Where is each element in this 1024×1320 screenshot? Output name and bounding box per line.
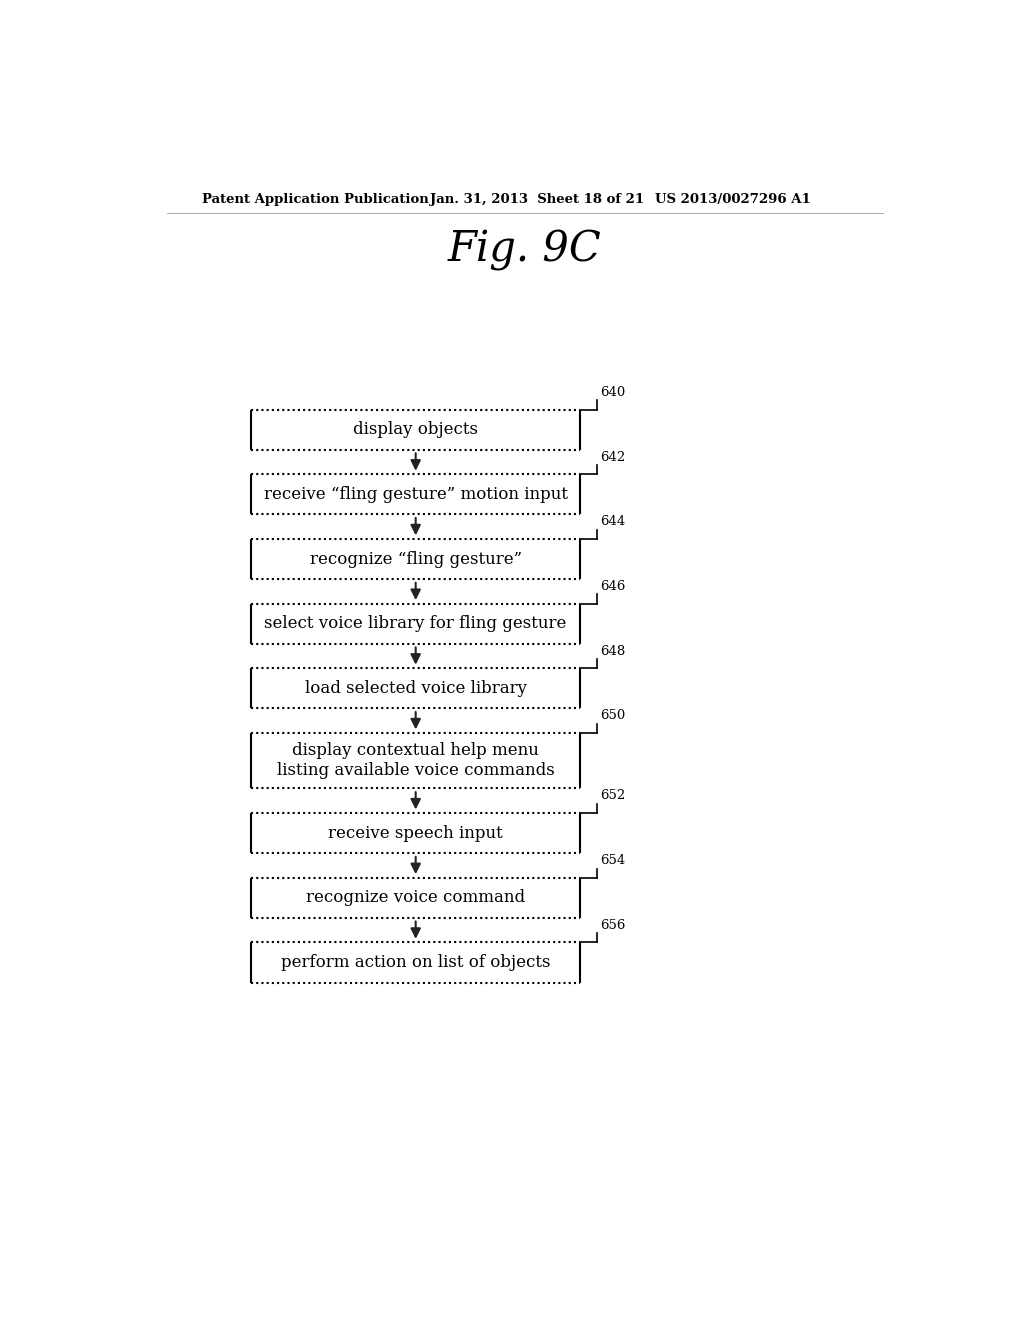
Text: Jan. 31, 2013  Sheet 18 of 21: Jan. 31, 2013 Sheet 18 of 21 [430,193,644,206]
Text: receive “fling gesture” motion input: receive “fling gesture” motion input [264,486,567,503]
Text: 646: 646 [600,579,626,593]
Text: recognize “fling gesture”: recognize “fling gesture” [309,550,522,568]
Text: display contextual help menu
listing available voice commands: display contextual help menu listing ava… [276,742,555,779]
Text: 644: 644 [600,515,626,528]
Text: Fig. 9C: Fig. 9C [447,228,602,271]
Text: select voice library for fling gesture: select voice library for fling gesture [264,615,567,632]
Text: receive speech input: receive speech input [329,825,503,842]
Text: 648: 648 [600,644,626,657]
Text: US 2013/0027296 A1: US 2013/0027296 A1 [655,193,811,206]
Text: recognize voice command: recognize voice command [306,890,525,907]
Text: load selected voice library: load selected voice library [305,680,526,697]
Text: 642: 642 [600,450,626,463]
Text: Patent Application Publication: Patent Application Publication [202,193,428,206]
Text: 654: 654 [600,854,626,867]
Text: 656: 656 [600,919,626,932]
Text: 652: 652 [600,789,626,803]
Text: perform action on list of objects: perform action on list of objects [281,954,551,972]
Text: 640: 640 [600,385,626,399]
Text: 650: 650 [600,709,626,722]
Text: display objects: display objects [353,421,478,438]
